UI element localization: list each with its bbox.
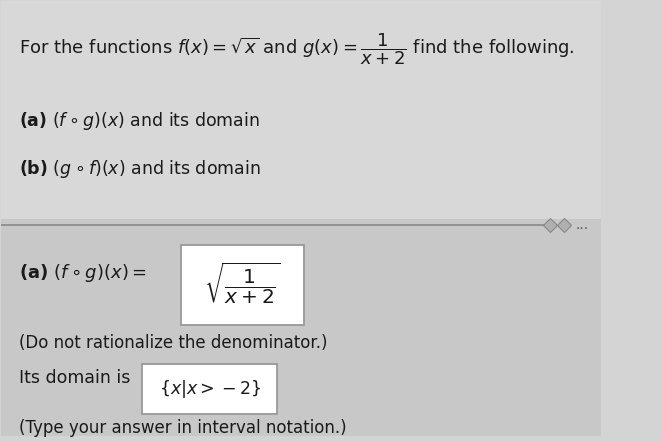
Text: ...: ... bbox=[576, 218, 589, 232]
Text: $\sqrt{\dfrac{1}{x+2}}$: $\sqrt{\dfrac{1}{x+2}}$ bbox=[204, 260, 281, 306]
FancyBboxPatch shape bbox=[1, 219, 601, 436]
Text: $\mathbf{(a)}$ $(f \circ g)(x)$ and its domain: $\mathbf{(a)}$ $(f \circ g)(x)$ and its … bbox=[19, 110, 260, 132]
Text: (Do not rationalize the denominator.): (Do not rationalize the denominator.) bbox=[19, 334, 328, 352]
Text: $\{x|x > -2\}$: $\{x|x > -2\}$ bbox=[159, 377, 260, 400]
Text: Its domain is: Its domain is bbox=[19, 369, 136, 387]
Text: (Type your answer in interval notation.): (Type your answer in interval notation.) bbox=[19, 419, 347, 437]
FancyBboxPatch shape bbox=[181, 245, 304, 325]
Text: $\mathbf{(a)}$ $(f \circ g)(x) = $: $\mathbf{(a)}$ $(f \circ g)(x) = $ bbox=[19, 262, 147, 284]
FancyBboxPatch shape bbox=[1, 1, 601, 219]
Text: $\mathbf{(b)}$ $(g \circ f)(x)$ and its domain: $\mathbf{(b)}$ $(g \circ f)(x)$ and its … bbox=[19, 158, 261, 180]
Text: For the functions $f(x) = \sqrt{x}$ and $g(x) = \dfrac{1}{x+2}$ find the followi: For the functions $f(x) = \sqrt{x}$ and … bbox=[19, 32, 575, 68]
FancyBboxPatch shape bbox=[142, 364, 277, 414]
